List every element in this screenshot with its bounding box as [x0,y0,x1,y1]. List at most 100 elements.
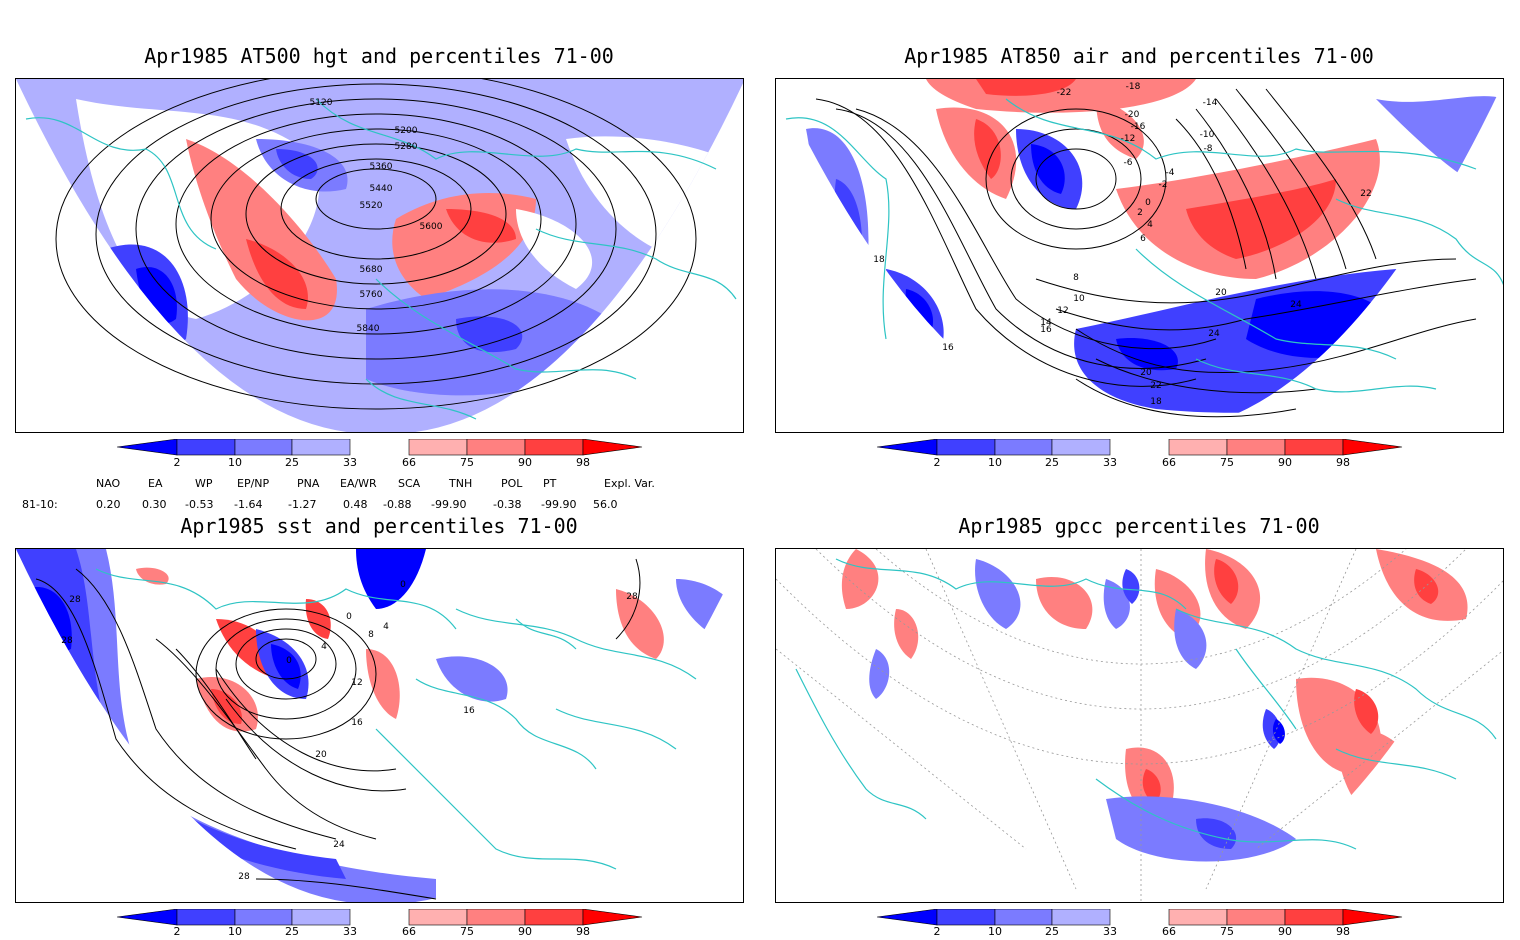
colorbar-label: 66 [402,456,416,469]
contour-label: 5280 [395,142,418,152]
tele-value: -0.53 [185,498,214,511]
map-sst: 28 28 0 0 4 8 12 16 16 20 24 28 28 0 4 [15,548,744,903]
colorbar-label: 25 [285,456,299,469]
colorbar-label: 10 [988,456,1002,469]
contour-label: 5200 [395,126,418,136]
contour-label: -14 [1203,98,1218,108]
contour-label: 24 [1208,329,1220,339]
colorbar-label: 2 [933,925,941,938]
colorbar-label: 98 [1336,925,1350,938]
tele-header: PNA [297,477,320,490]
tele-header: TNH [449,477,473,490]
tele-value: 0.48 [343,498,368,511]
contour-label: 5520 [360,201,383,211]
contour-label: 24 [1290,300,1302,310]
contour-label: -8 [1204,144,1213,154]
tele-header: EA/WR [340,477,377,490]
tele-value: -99.90 [541,498,577,511]
tele-header: WP [195,477,213,490]
colorbar-label: 33 [343,925,357,938]
panel-title-sst: Apr1985 sst and percentiles 71-00 [180,514,578,538]
contour-label: 16 [351,718,363,728]
contour-label: -20 [1125,110,1140,120]
tele-value: 56.0 [593,498,618,511]
contour-label: 20 [315,750,327,760]
tele-header: SCA [398,477,421,490]
map-gpcc-svg [776,549,1503,902]
colorbar-air850-svg [876,438,1403,456]
panel-title-air850: Apr1985 AT850 air and percentiles 71-00 [904,44,1374,68]
contour-label: 8 [1073,273,1079,283]
contour-label: 28 [69,595,81,605]
contour-label: 12 [351,678,362,688]
colorbar-label: 33 [343,456,357,469]
contour-label: 20 [1215,288,1227,298]
tele-header: EP/NP [237,477,270,490]
contour-label: 5360 [370,162,393,172]
contour-label: 4 [1147,220,1153,230]
contour-label: 24 [333,840,345,850]
contour-label: 22 [1360,189,1371,199]
colorbar-label: 2 [173,456,181,469]
colorbar-label: 25 [1045,925,1059,938]
colorbar-label: 66 [402,925,416,938]
contour-label: 4 [321,642,327,652]
colorbar-hgt500: 2 10 25 33 66 75 90 98 [116,438,647,471]
colorbar-label: 98 [576,456,590,469]
colorbar-label: 2 [933,456,941,469]
tele-header: PT [543,477,557,490]
map-air850-svg: -22 -18 -20 -16 -14 -12 -10 -8 -6 -4 -2 … [776,79,1503,432]
contour-label: 28 [238,872,250,882]
colorbar-label: 10 [988,925,1002,938]
contour-label: 5680 [360,265,383,275]
panel-title-hgt500: Apr1985 AT500 hgt and percentiles 71-00 [144,44,614,68]
contour-label: 5600 [420,222,443,232]
colorbar-label: 90 [518,925,532,938]
tele-value: 0.20 [96,498,121,511]
colorbar-label: 2 [173,925,181,938]
colorbar-label: 98 [1336,456,1350,469]
colorbar-label: 90 [1278,456,1292,469]
colorbar-label: 66 [1162,456,1176,469]
contour-label: 28 [61,636,73,646]
contour-label: 10 [1073,294,1085,304]
tele-row-label: 81-10: [22,498,58,511]
contour-label: -12 [1121,134,1136,144]
map-sst-svg: 28 28 0 0 4 8 12 16 16 20 24 28 28 0 4 [16,549,743,902]
colorbar-label: 75 [1220,925,1234,938]
tele-value: 0.30 [142,498,167,511]
colorbar-label: 25 [1045,456,1059,469]
colorbar-label: 75 [460,925,474,938]
colorbar-sst-svg [116,908,643,926]
panel-title-gpcc: Apr1985 gpcc percentiles 71-00 [958,514,1320,538]
contour-label: 0 [286,656,292,666]
contour-label: -6 [1124,158,1133,168]
contour-label: -10 [1200,130,1215,140]
contour-label: 28 [626,592,638,602]
contour-label: 5760 [360,290,383,300]
colorbar-air850: 2 10 25 33 66 75 90 98 [876,438,1407,471]
contour-label: 4 [383,622,389,632]
tele-value: -1.27 [288,498,317,511]
tele-header: Expl. Var. [604,477,655,490]
contour-label: -22 [1057,88,1072,98]
map-hgt500: 5120 5200 5280 5360 5440 5520 5600 5680 … [15,78,744,433]
colorbar-label: 10 [228,456,242,469]
colorbar-label: 10 [228,925,242,938]
tele-value: -0.38 [493,498,522,511]
colorbar-label: 90 [1278,925,1292,938]
contour-label: 8 [368,630,374,640]
contour-label: 20 [1140,368,1152,378]
map-gpcc [775,548,1504,903]
contour-label: 14 [1040,318,1052,328]
contour-label: 0 [346,612,352,622]
colorbar-gpcc: 2 10 25 33 66 75 90 98 [876,908,1407,940]
contour-label: -4 [1166,168,1175,178]
colorbar-label: 98 [576,925,590,938]
contour-label: 5840 [357,324,380,334]
contour-label: 12 [1057,306,1068,316]
colorbar-label: 33 [1103,925,1117,938]
contour-label: 16 [1040,325,1052,335]
contour-label: 16 [942,343,954,353]
contour-label: -2 [1159,180,1168,190]
